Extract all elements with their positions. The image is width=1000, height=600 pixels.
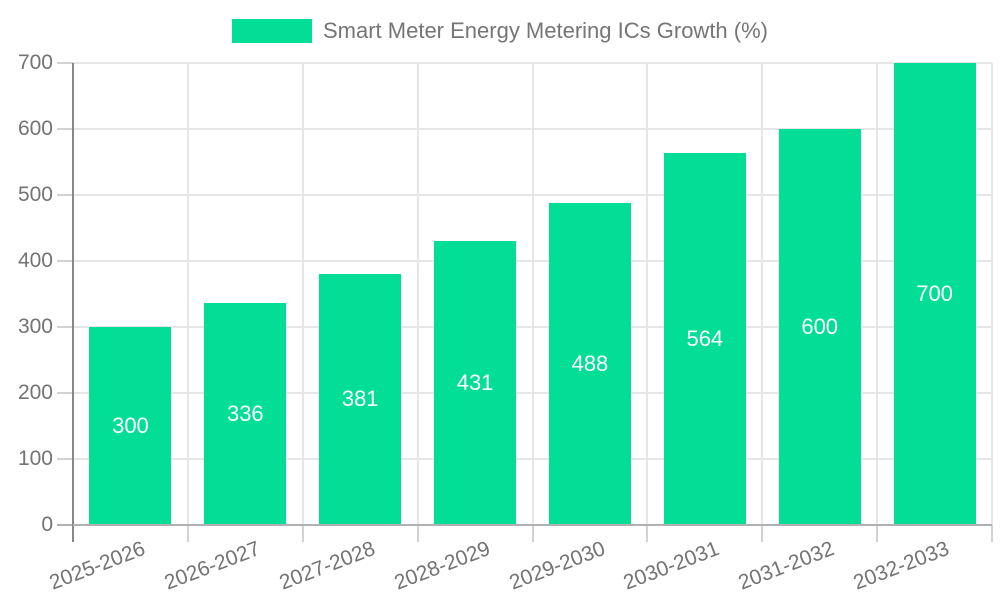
x-axis-tick [991, 525, 993, 542]
y-axis-tick-label: 100 [17, 447, 53, 470]
bar[interactable] [778, 129, 861, 525]
x-axis-tick-label: 2028-2029 [390, 537, 493, 595]
x-gridline [531, 63, 534, 525]
bar-value-label: 300 [112, 413, 149, 438]
x-axis-tick [531, 525, 534, 542]
x-axis-tick-label: 2025-2026 [46, 537, 149, 595]
bar[interactable] [663, 152, 746, 525]
x-axis-tick-label: 2029-2030 [505, 537, 608, 595]
bar-value-label: 700 [916, 281, 953, 306]
x-gridline [646, 63, 649, 525]
x-axis-tick-label: 2026-2027 [161, 537, 264, 595]
x-axis-tick [761, 525, 764, 542]
y-axis-tick [57, 194, 73, 196]
x-axis-tick-label: 2031-2032 [735, 537, 838, 595]
y-axis-tick [57, 128, 73, 130]
x-axis-tick [186, 525, 189, 542]
x-axis-tick [416, 525, 419, 542]
bar[interactable] [548, 202, 631, 525]
x-axis-tick [876, 525, 879, 542]
bar-value-label: 564 [686, 325, 724, 351]
x-gridline [186, 63, 189, 525]
y-axis-tick [57, 392, 73, 394]
bar-value-label: 381 [341, 386, 379, 412]
x-gridline [301, 63, 304, 525]
y-axis-tick-label: 0 [41, 513, 53, 536]
y-axis-tick-label: 600 [17, 117, 53, 140]
bar[interactable] [204, 303, 287, 525]
x-axis-tick-label: 2030-2031 [620, 537, 723, 595]
y-axis-tick [57, 326, 73, 328]
bar[interactable] [89, 327, 172, 525]
bar[interactable] [319, 273, 402, 525]
y-axis-tick-label: 400 [17, 249, 53, 272]
bar[interactable] [893, 63, 976, 525]
y-axis-tick [57, 62, 73, 64]
y-axis-tick [57, 524, 73, 526]
x-axis-tick-label: 2032-2033 [850, 537, 953, 595]
bar-value-label: 600 [801, 314, 839, 339]
bar-value-label: 431 [456, 369, 494, 395]
x-axis-line [73, 524, 992, 526]
y-axis-tick [57, 260, 73, 262]
y-axis-tick-label: 300 [17, 315, 53, 338]
y-axis-line [72, 63, 74, 542]
y-axis-tick-label: 700 [17, 51, 53, 74]
x-axis-tick-label: 2027-2028 [276, 537, 379, 595]
legend-label: Smart Meter Energy Metering ICs Growth (… [322, 18, 768, 43]
x-axis-tick [301, 525, 304, 542]
legend-swatch [231, 19, 312, 43]
chart-legend[interactable]: Smart Meter Energy Metering ICs Growth (… [0, 18, 1000, 44]
bar-value-label: 488 [571, 350, 609, 376]
x-gridline [761, 63, 764, 525]
x-gridline [416, 63, 419, 525]
x-gridline [991, 63, 993, 525]
x-axis-tick [646, 525, 649, 542]
bar[interactable] [434, 240, 517, 525]
bar-value-label: 336 [226, 401, 264, 427]
y-axis-tick [57, 458, 73, 460]
y-axis-tick-label: 200 [17, 381, 53, 404]
x-gridline [876, 63, 879, 525]
y-axis-tick-label: 500 [17, 183, 53, 206]
